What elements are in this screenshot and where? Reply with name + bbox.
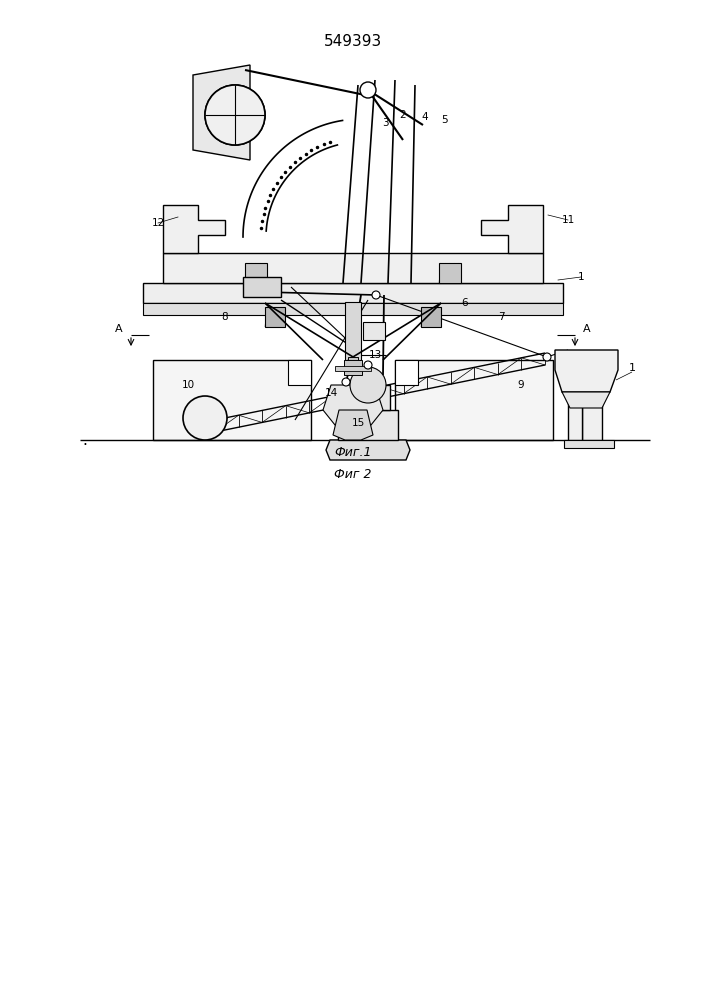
Text: 4: 4 (421, 112, 428, 122)
Text: А: А (115, 324, 123, 334)
Circle shape (342, 378, 350, 386)
Polygon shape (562, 392, 610, 408)
Circle shape (183, 396, 227, 440)
Text: 13: 13 (368, 350, 382, 360)
Text: ·: · (82, 438, 87, 453)
Circle shape (360, 82, 376, 98)
Bar (335, 366, 371, 371)
Polygon shape (193, 65, 250, 160)
Bar (568, 392, 582, 440)
Text: 9: 9 (518, 380, 525, 390)
Polygon shape (333, 410, 373, 440)
Bar (439, 263, 461, 283)
Text: 549393: 549393 (324, 34, 382, 49)
Bar (345, 302, 361, 360)
Text: 6: 6 (462, 298, 468, 308)
Bar (288, 360, 311, 385)
Bar (265, 307, 285, 327)
Polygon shape (323, 385, 383, 425)
Text: 12: 12 (151, 218, 165, 228)
Text: 10: 10 (182, 380, 194, 390)
Bar (564, 440, 614, 448)
Text: 5: 5 (442, 115, 448, 125)
Text: Фиг 2: Фиг 2 (334, 468, 372, 482)
Text: 3: 3 (382, 118, 388, 128)
Bar (348, 357, 358, 365)
Circle shape (205, 85, 265, 145)
Bar (338, 410, 398, 440)
Bar (582, 392, 602, 440)
Circle shape (543, 353, 551, 361)
Bar (243, 277, 281, 297)
Polygon shape (163, 205, 225, 253)
Bar (421, 307, 441, 327)
Bar (346, 385, 390, 410)
Text: 11: 11 (561, 215, 575, 225)
Text: 1: 1 (629, 363, 636, 373)
Text: А: А (583, 324, 591, 334)
Text: 1: 1 (578, 272, 584, 282)
Bar (163, 253, 543, 283)
Circle shape (350, 367, 386, 403)
Bar (395, 360, 553, 440)
Text: 2: 2 (399, 110, 407, 120)
Text: 15: 15 (351, 418, 365, 428)
Text: 14: 14 (325, 388, 338, 398)
Polygon shape (555, 350, 618, 392)
Bar (143, 303, 563, 315)
Bar (143, 283, 563, 303)
Bar (395, 360, 418, 385)
Text: Фиг.1: Фиг.1 (334, 446, 372, 460)
Polygon shape (326, 440, 410, 460)
Polygon shape (481, 205, 543, 253)
Bar (363, 322, 385, 340)
Text: 7: 7 (498, 312, 504, 322)
Bar (344, 360, 362, 375)
Circle shape (205, 85, 265, 145)
Circle shape (372, 291, 380, 299)
Text: 8: 8 (222, 312, 228, 322)
Bar (153, 360, 311, 440)
Circle shape (364, 361, 372, 369)
Bar (245, 263, 267, 283)
